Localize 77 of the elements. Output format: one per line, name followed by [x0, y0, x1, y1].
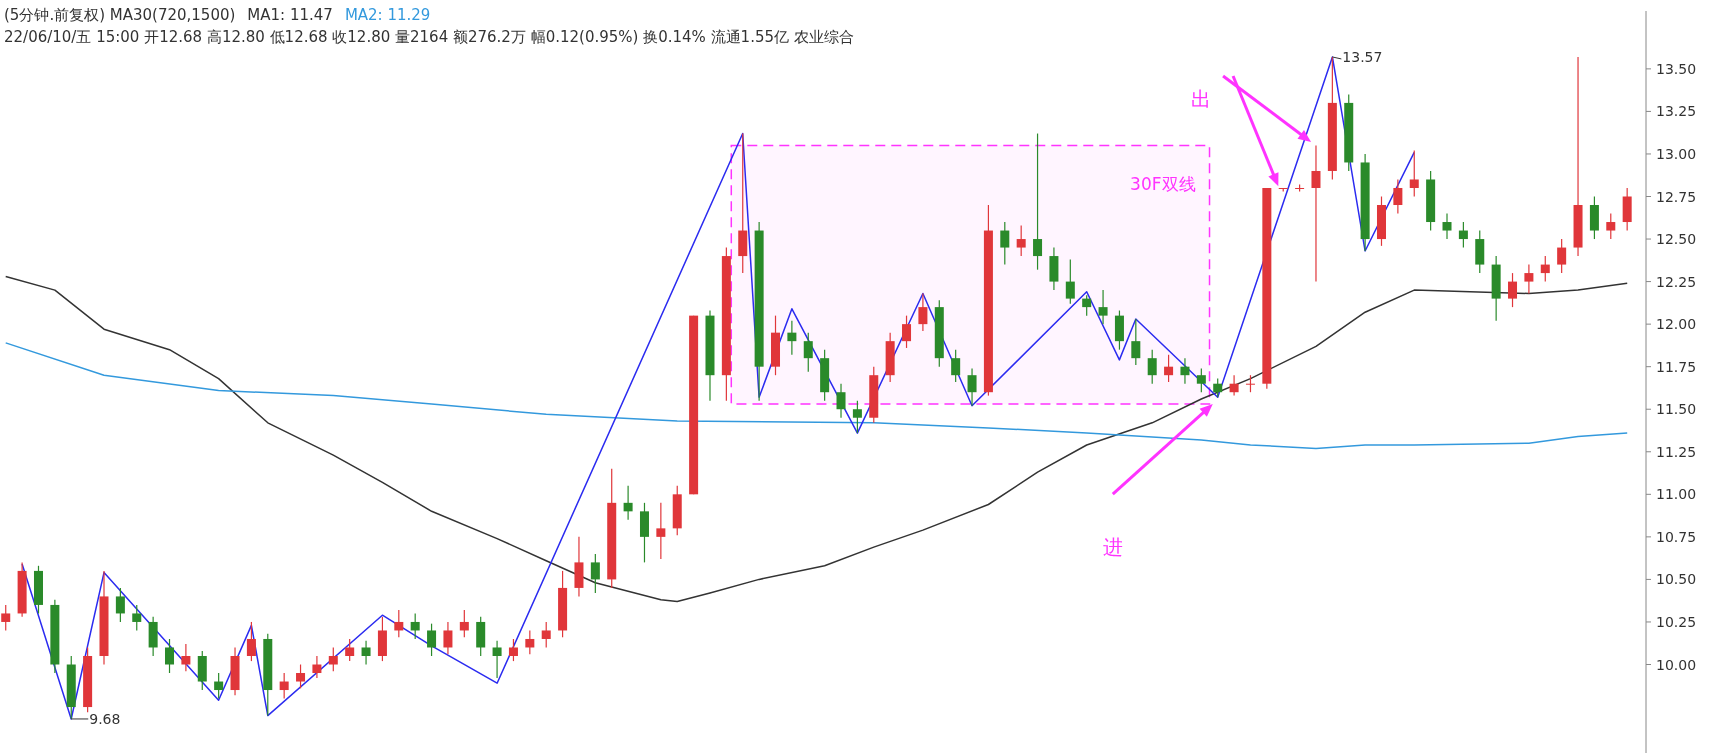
- candlestick: [345, 638, 355, 662]
- candlestick: [1606, 212, 1616, 240]
- candlestick: [590, 553, 600, 594]
- candlestick: [492, 640, 502, 679]
- candlestick: [1180, 357, 1190, 385]
- candlestick: [1557, 238, 1567, 274]
- candlestick: [1442, 212, 1452, 240]
- candlestick: [214, 672, 224, 700]
- candlestick: [1147, 349, 1157, 385]
- y-tick-label: 12.00: [1656, 316, 1697, 333]
- candlestick: [1213, 378, 1223, 398]
- y-tick-label: 10.25: [1656, 613, 1697, 630]
- header: (5分钟.前复权) MA30(720,1500) MA1: 11.47 MA2: 11.29 22/06/10/五 15:00 开12.68 高12.80 低12.68 收12.80 量2164 额276.2万 幅0.12(0.95%) 换0.14% 流通1.55亿 农业综合: [4, 6, 854, 46]
- y-tick-label: 10.00: [1656, 656, 1697, 673]
- candlestick: [852, 400, 862, 434]
- candlestick: [165, 638, 175, 674]
- candlestick: [836, 383, 846, 419]
- candlestick: [1033, 132, 1043, 271]
- candlestick: [328, 646, 338, 672]
- candlestick: [1540, 255, 1550, 283]
- y-tick-label: 12.75: [1656, 188, 1697, 205]
- candlestick: [803, 332, 813, 373]
- candlestick: [951, 349, 961, 383]
- candlestick: [1393, 178, 1403, 215]
- candlestick: [410, 612, 420, 640]
- y-tick-label: 13.25: [1656, 103, 1697, 120]
- candlestick: [787, 320, 797, 356]
- candlestick: [1065, 258, 1075, 305]
- candlestick: [394, 609, 404, 638]
- candlestick: [918, 292, 928, 332]
- candlestick: [1524, 263, 1534, 295]
- annotation: 进: [1102, 535, 1123, 560]
- candlestick: [427, 623, 437, 657]
- y-tick-label: 13.00: [1656, 145, 1697, 162]
- candlestick: [656, 502, 666, 560]
- y-tick-label: 11.50: [1656, 401, 1697, 418]
- candlestick: [279, 672, 289, 700]
- y-tick-label: 11.00: [1656, 486, 1697, 503]
- annotation: 13.57: [1342, 48, 1383, 65]
- candlestick: [1131, 318, 1141, 366]
- y-tick-label: 11.75: [1656, 358, 1697, 375]
- y-tick-label: 12.25: [1656, 273, 1697, 290]
- candlestick: [443, 621, 453, 655]
- candlestick: [246, 621, 256, 662]
- candlestick: [1508, 272, 1518, 308]
- candlestick: [115, 587, 125, 623]
- candlestick: [1229, 374, 1239, 397]
- candlestick: [1082, 294, 1092, 317]
- candlestick: [1311, 144, 1321, 283]
- candlestick: [1458, 221, 1468, 249]
- candlestick: [1164, 354, 1174, 383]
- y-tick-label: 13.50: [1656, 60, 1697, 77]
- candlestick: [296, 663, 306, 689]
- y-tick-label: 12.50: [1656, 231, 1697, 248]
- y-tick-label: 11.25: [1656, 443, 1697, 460]
- candlestick: [1016, 224, 1026, 257]
- candlestick: [902, 315, 912, 349]
- candlestick: [1196, 367, 1206, 393]
- candlestick: [1000, 221, 1010, 266]
- candlestick: [967, 367, 977, 407]
- candlestick: [1409, 149, 1419, 198]
- candlestick: [181, 643, 191, 672]
- candlestick: [541, 621, 551, 649]
- candlestick: [1, 604, 11, 632]
- candlestick: [459, 609, 469, 638]
- band-label: 30F双线: [1130, 173, 1196, 194]
- candlestick: [1098, 289, 1108, 325]
- candlestick: [312, 655, 322, 679]
- annotation: 9.68: [89, 710, 121, 727]
- candlestick: [361, 640, 371, 666]
- candlestick: [132, 604, 142, 632]
- candlestick: [623, 485, 633, 521]
- y-tick-label: 10.75: [1656, 528, 1697, 545]
- candlestick: [525, 629, 535, 655]
- annotation: 出: [1191, 87, 1212, 112]
- candlestick: [508, 638, 518, 662]
- y-tick-label: 10.50: [1656, 571, 1697, 588]
